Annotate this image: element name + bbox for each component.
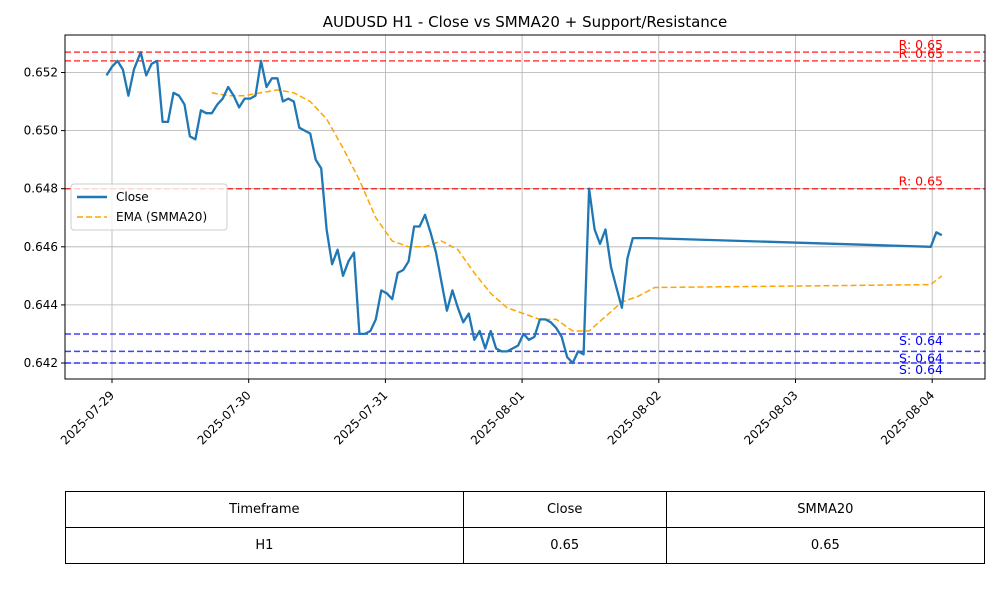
x-tick-label: 2025-07-29 bbox=[58, 388, 117, 447]
table-row: H1 0.65 0.65 bbox=[65, 527, 986, 564]
smma-series-line bbox=[211, 89, 943, 332]
table-cell: H1 bbox=[65, 527, 464, 564]
table-header-cell: Close bbox=[462, 491, 667, 528]
y-tick-label: 0.646 bbox=[24, 240, 58, 254]
table-cell: 0.65 bbox=[665, 527, 986, 564]
table-header-cell: SMMA20 bbox=[665, 491, 986, 528]
legend: Close EMA (SMMA20) bbox=[70, 183, 228, 231]
y-tick-label: 0.652 bbox=[24, 66, 58, 80]
x-tick-label: 2025-08-02 bbox=[605, 388, 664, 447]
summary-table: Timeframe Close SMMA20 H1 0.65 0.65 bbox=[65, 491, 986, 564]
x-tick-label: 2025-08-03 bbox=[741, 388, 800, 447]
table-header-cell: Timeframe bbox=[65, 491, 464, 528]
x-tick-label: 2025-07-31 bbox=[331, 388, 390, 447]
y-tick-label: 0.642 bbox=[24, 356, 58, 370]
x-tick-label: 2025-08-01 bbox=[468, 388, 527, 447]
y-tick-label: 0.644 bbox=[24, 298, 58, 312]
plot-frame bbox=[64, 34, 986, 380]
resistance-label: R: 0.65 bbox=[899, 46, 943, 61]
legend-smma-label: EMA (SMMA20) bbox=[116, 210, 207, 224]
table-header-row: Timeframe Close SMMA20 bbox=[65, 491, 986, 528]
table-cell: 0.65 bbox=[462, 527, 667, 564]
axis-ticks: 2025-07-29 2025-07-30 2025-07-31 2025-08-01… bbox=[24, 66, 938, 448]
y-tick-label: 0.650 bbox=[24, 124, 58, 138]
chart-title: AUDUSD H1 - Close vs SMMA20 + Support/Re… bbox=[323, 13, 728, 31]
close-series-line bbox=[105, 51, 943, 365]
x-tick-label: 2025-08-04 bbox=[878, 388, 937, 447]
resistance-label: R: 0.65 bbox=[899, 174, 943, 189]
support-label: S: 0.64 bbox=[899, 333, 943, 348]
support-label: S: 0.64 bbox=[899, 362, 943, 377]
x-tick-label: 2025-07-30 bbox=[195, 388, 254, 447]
legend-close-label: Close bbox=[116, 190, 149, 204]
legend-box bbox=[70, 183, 228, 231]
support-label: S: 0.64 bbox=[899, 350, 943, 365]
sr-labels: R: 0.65R: 0.65R: 0.65S: 0.64S: 0.64S: 0.… bbox=[899, 37, 943, 377]
series-layer bbox=[105, 51, 943, 365]
resistance-label: R: 0.65 bbox=[899, 37, 943, 52]
y-tick-label: 0.648 bbox=[24, 182, 58, 196]
